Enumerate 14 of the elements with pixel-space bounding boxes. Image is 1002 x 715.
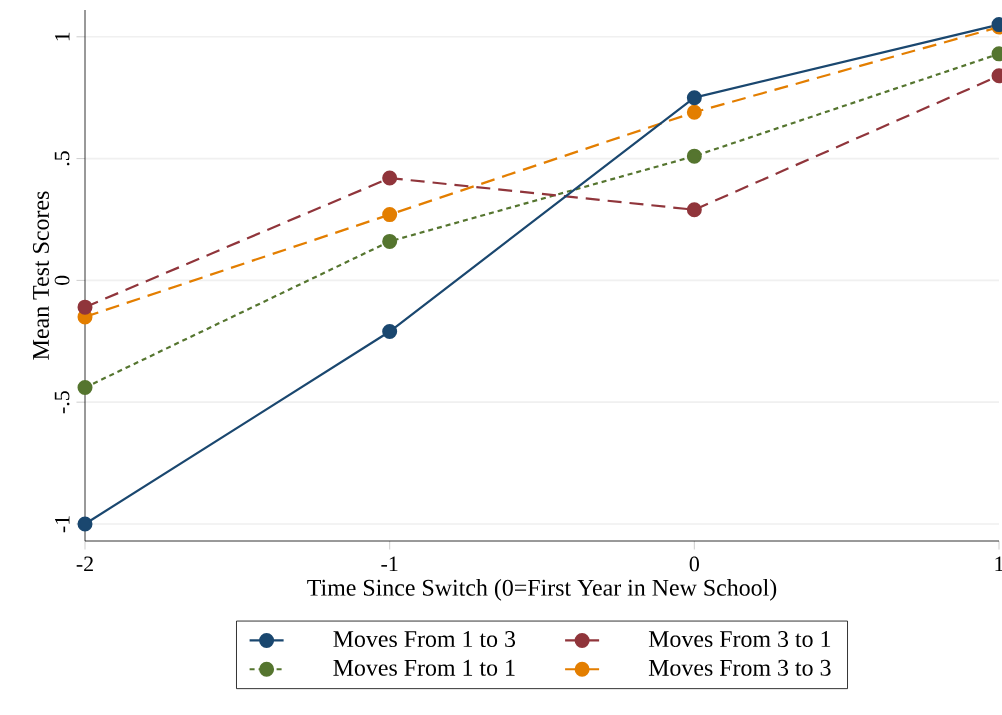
y-tick-label: -.5 xyxy=(54,391,70,414)
x-axis-title: Time Since Switch (0=First Year in New School) xyxy=(307,579,777,601)
legend-label: Moves From 1 to 3 xyxy=(333,631,516,648)
legend-label: Moves From 1 to 1 xyxy=(333,659,515,676)
legend-label: Moves From 3 to 1 xyxy=(648,631,831,648)
x-tick-label: -1 xyxy=(381,556,398,572)
y-axis-title: Mean Test Scores xyxy=(32,191,49,360)
y-tick-label: -1 xyxy=(54,516,70,533)
x-tick-label: 0 xyxy=(689,556,699,572)
x-tick-label: -2 xyxy=(76,556,93,572)
y-tick-label: 1 xyxy=(54,32,70,41)
y-tick-label: 0 xyxy=(54,275,70,286)
legend-label: Moves From 3 to 3 xyxy=(648,659,831,676)
y-tick-label: .5 xyxy=(54,151,70,166)
